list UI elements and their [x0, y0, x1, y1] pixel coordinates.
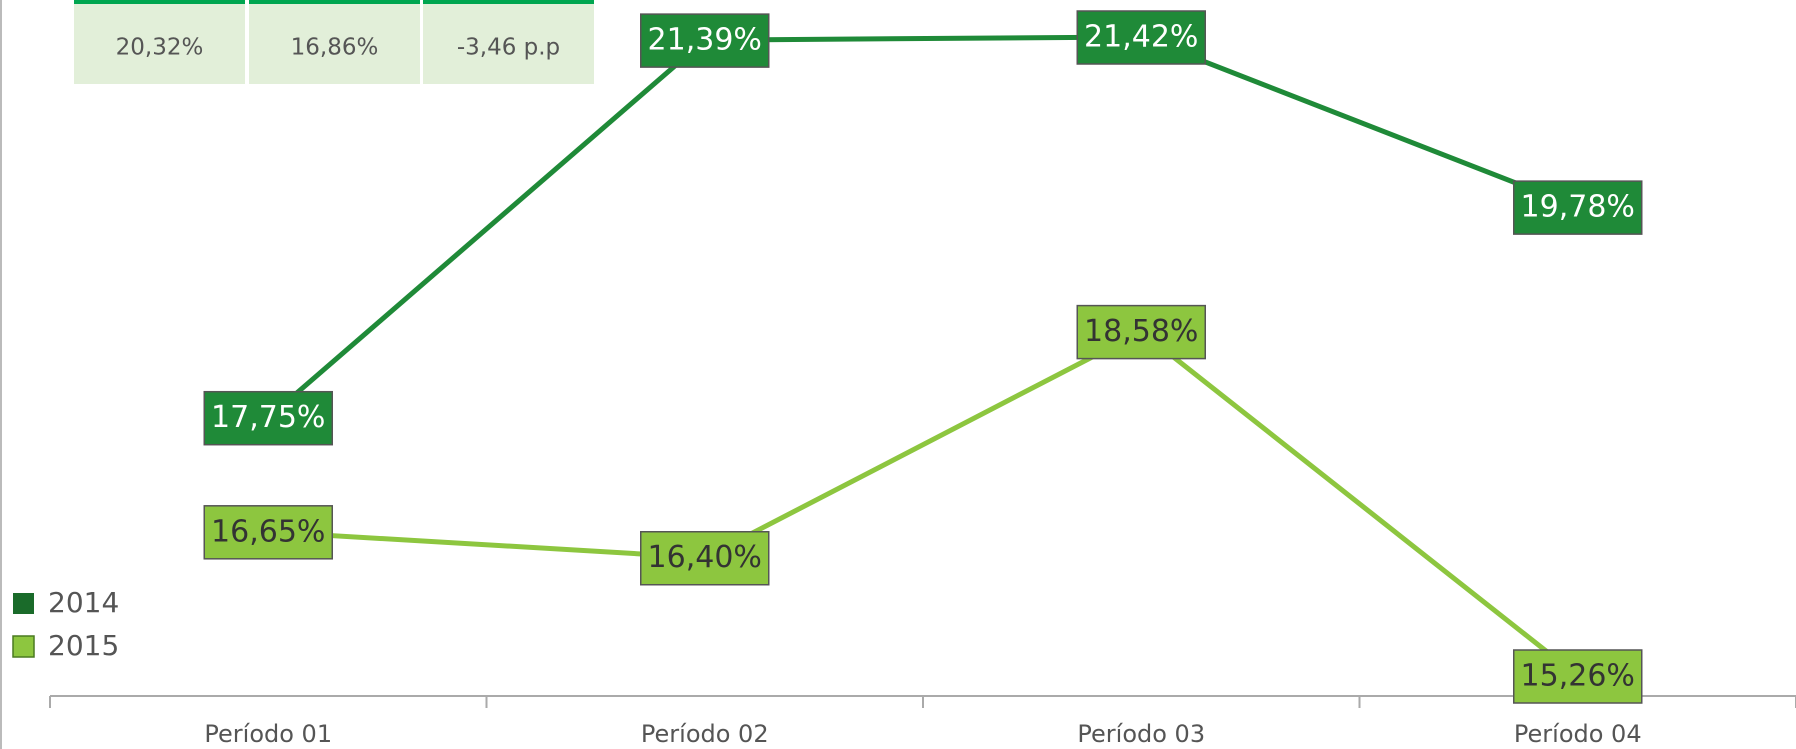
- data-label-box: [640, 13, 770, 68]
- line: [268, 328, 1580, 678]
- data-label: 18,58%: [1084, 314, 1198, 349]
- legend-label: 2014: [48, 586, 119, 619]
- table-cell-top-border: [249, 0, 420, 4]
- data-label-box: [203, 390, 333, 446]
- legend-swatch: [13, 593, 34, 614]
- x-tick-label: Período 04: [1514, 720, 1642, 748]
- data-label-box: [1513, 180, 1643, 235]
- x-tick-label: Período 01: [204, 720, 332, 748]
- data-label: 16,65%: [211, 514, 325, 549]
- table-cell-text: 16,86%: [291, 35, 379, 61]
- data-label-box: [1076, 10, 1206, 65]
- data-label-box: [1513, 649, 1643, 704]
- table-cell-top-border: [74, 0, 245, 4]
- legend-label: 2015: [48, 629, 119, 662]
- legend-swatch: [12, 635, 35, 658]
- table-cell-text: 20,32%: [116, 35, 204, 61]
- table-cell: [423, 0, 594, 84]
- data-label-box: [203, 505, 333, 560]
- data-label: 16,40%: [648, 540, 762, 575]
- table-cell-text: -3,46 p.p: [457, 35, 560, 61]
- x-tick-label: Período 03: [1077, 720, 1205, 748]
- table-cell: [249, 0, 420, 84]
- table-cell: [74, 0, 245, 84]
- data-label: 21,39%: [648, 23, 762, 58]
- data-label: 15,26%: [1521, 659, 1635, 694]
- data-label-box: [1076, 304, 1206, 360]
- data-label: 17,75%: [211, 400, 325, 435]
- table-cell-top-border: [423, 0, 594, 4]
- data-label: 19,78%: [1521, 190, 1635, 225]
- line: [266, 34, 1579, 420]
- data-label-box: [640, 530, 770, 586]
- x-tick-label: Período 02: [641, 720, 769, 748]
- data-label: 21,42%: [1084, 20, 1198, 55]
